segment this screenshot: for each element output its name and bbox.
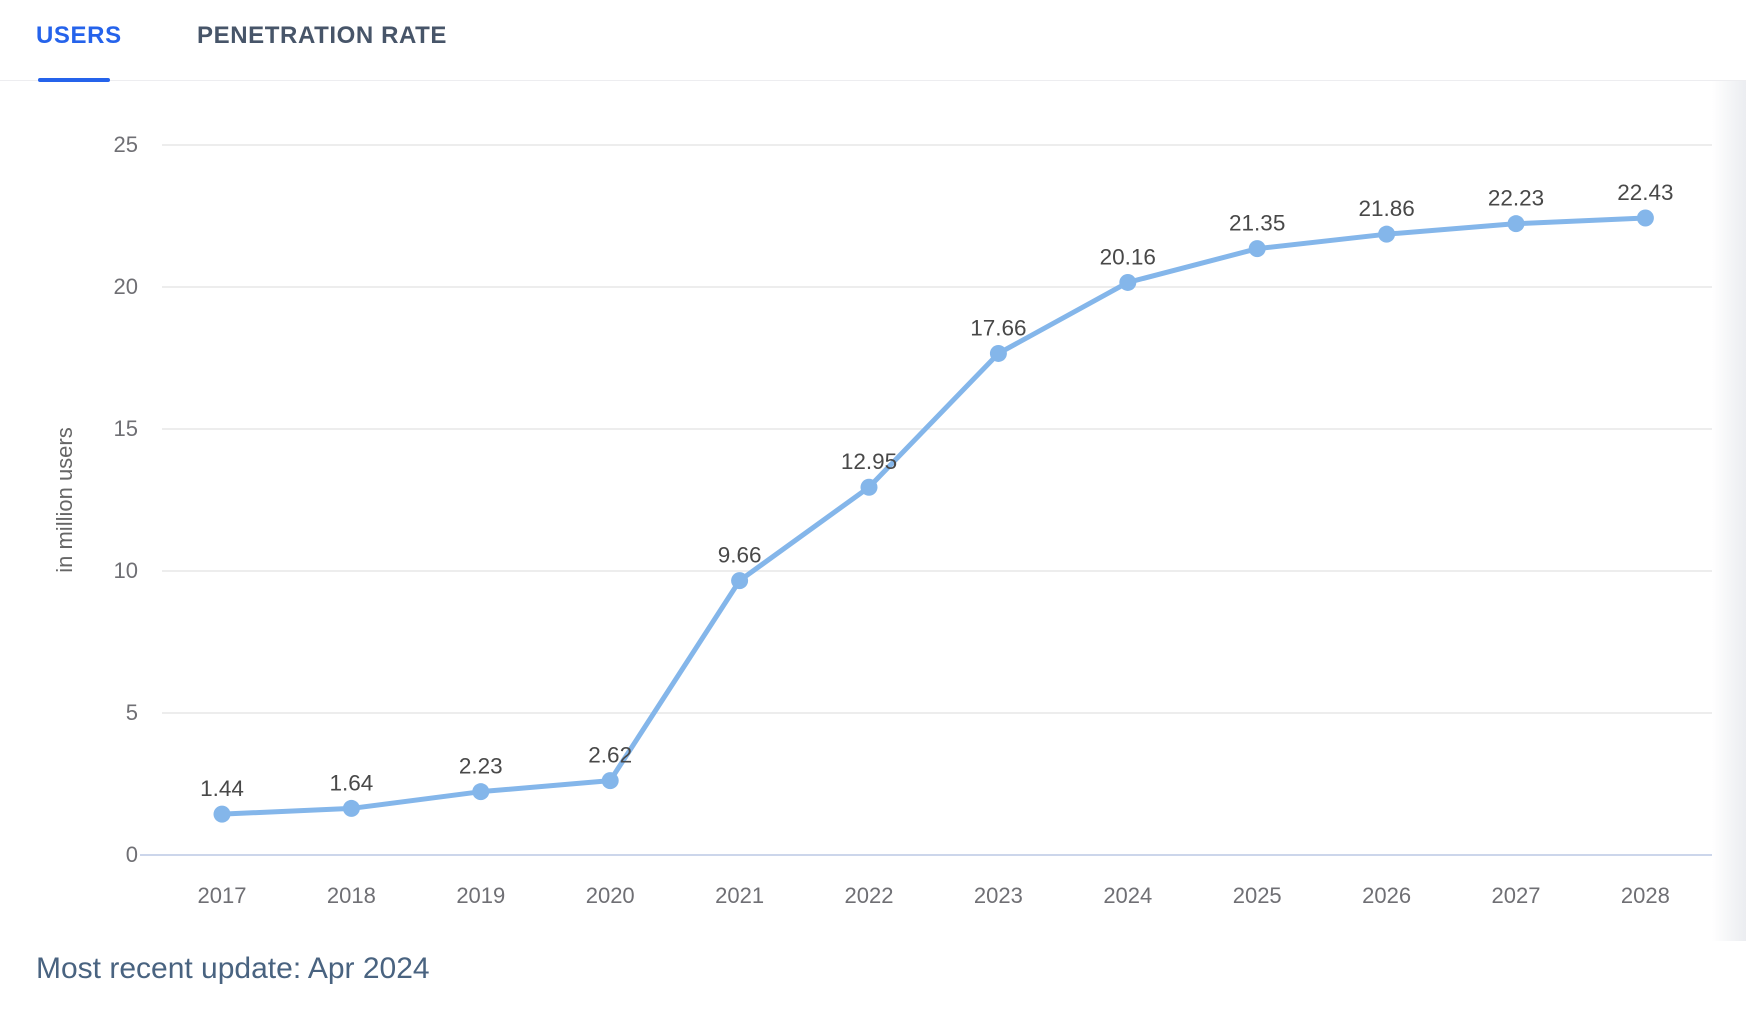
y-tick-label: 15 — [114, 416, 138, 441]
data-point-label: 2.23 — [459, 754, 503, 779]
data-point-label: 22.43 — [1617, 180, 1673, 205]
x-tick-label: 2027 — [1492, 883, 1541, 908]
data-point-marker[interactable] — [601, 772, 619, 790]
series-line-users — [219, 215, 1648, 817]
most-recent-update-note: Most recent update: Apr 2024 — [36, 952, 430, 985]
y-tick-label: 20 — [114, 274, 138, 299]
data-point-marker[interactable] — [1636, 209, 1654, 227]
data-point-label: 1.64 — [330, 770, 374, 795]
data-point-marker[interactable] — [472, 783, 490, 801]
y-tick-label: 25 — [114, 132, 138, 157]
data-point-label: 2.62 — [588, 743, 632, 768]
data-point-marker[interactable] — [860, 478, 878, 496]
data-point-label: 21.35 — [1229, 211, 1285, 236]
data-point-marker[interactable] — [213, 805, 231, 823]
x-tick-label: 2025 — [1233, 883, 1282, 908]
data-point-label: 21.86 — [1358, 196, 1414, 221]
data-point-marker[interactable] — [1507, 215, 1525, 233]
x-tick-label: 2026 — [1362, 883, 1411, 908]
data-point-label: 1.44 — [200, 776, 244, 801]
data-point-marker[interactable] — [1378, 225, 1396, 243]
x-tick-label: 2019 — [456, 883, 505, 908]
data-point-label: 9.66 — [718, 543, 762, 568]
active-tab-underline-indicator — [38, 78, 110, 82]
y-axis-title: in million users — [52, 427, 77, 573]
data-point-label: 20.16 — [1100, 244, 1156, 269]
x-tick-label: 2028 — [1621, 883, 1670, 908]
data-point-label: 12.95 — [841, 449, 897, 474]
tab-penetration-rate[interactable]: PENETRATION RATE — [197, 22, 448, 49]
x-tick-label: 2021 — [715, 883, 764, 908]
x-tick-label: 2022 — [845, 883, 894, 908]
y-tick-label: 5 — [126, 700, 138, 725]
tabbar-divider — [0, 80, 1746, 81]
data-point-label: 22.23 — [1488, 186, 1544, 211]
data-point-marker[interactable] — [1248, 240, 1266, 258]
y-tick-label: 0 — [126, 842, 138, 867]
tab-users[interactable]: USERS — [36, 22, 122, 49]
data-point-marker[interactable] — [989, 344, 1007, 362]
y-tick-label: 10 — [114, 558, 138, 583]
data-point-marker[interactable] — [1119, 273, 1137, 291]
x-tick-label: 2017 — [198, 883, 247, 908]
data-point-marker[interactable] — [731, 572, 749, 590]
chart-tabbar: USERS PENETRATION RATE — [0, 0, 1746, 82]
x-tick-label: 2018 — [327, 883, 376, 908]
x-tick-label: 2020 — [586, 883, 635, 908]
x-tick-label: 2024 — [1103, 883, 1152, 908]
data-point-label: 17.66 — [970, 315, 1026, 340]
x-tick-label: 2023 — [974, 883, 1023, 908]
data-point-marker[interactable] — [342, 799, 360, 817]
